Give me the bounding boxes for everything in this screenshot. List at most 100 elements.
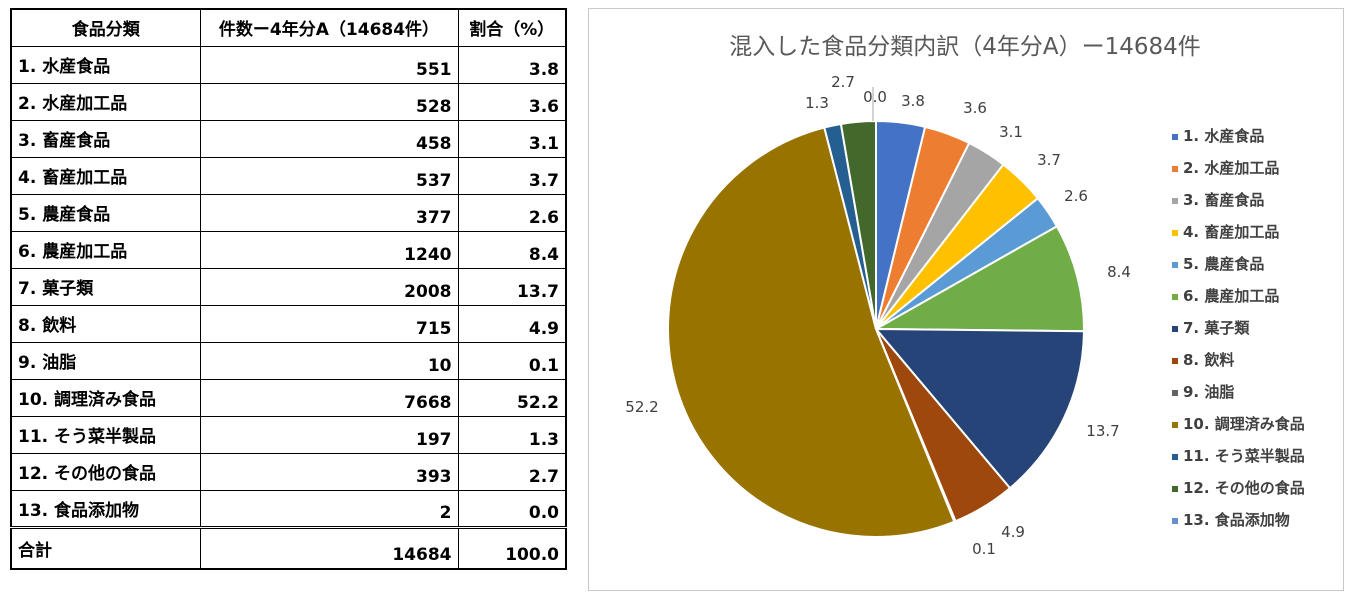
count-cell: 458	[199, 119, 459, 158]
table-row: 12. その他の食品 393 2.7	[10, 452, 567, 491]
chart-legend: 1. 水産食品 2. 水産加工品 3. 畜産食品 4. 畜産加工品 5. 農産食品 6. …	[1172, 127, 1305, 529]
data-label: 3.8	[901, 92, 925, 110]
legend-swatch	[1172, 358, 1178, 364]
percent-cell: 2.6	[457, 193, 567, 232]
table-row: 9. 油脂 10 0.1	[10, 341, 567, 380]
table-row: 13. 食品添加物 2 0.0	[10, 489, 567, 528]
pie-slice	[872, 224, 1085, 333]
total-label: 合計	[10, 525, 201, 570]
table-row: 4. 畜産加工品 537 3.7	[10, 156, 567, 195]
count-cell: 7668	[199, 378, 459, 417]
percent-cell: 3.1	[457, 119, 567, 158]
count-cell: 10	[199, 341, 459, 380]
table-row: 5. 農産食品 377 2.6	[10, 193, 567, 232]
header-category: 食品分類	[10, 8, 201, 47]
category-cell: 12. その他の食品	[10, 452, 201, 491]
pie-chart-panel: 混入した食品分類内訳（4年分A）ー14684件 3.8 3.6 3.1 3.7 2.6 8…	[588, 8, 1344, 591]
percent-cell: 1.3	[457, 415, 567, 454]
legend-swatch	[1172, 454, 1178, 460]
legend-entry: 13. 食品添加物	[1183, 511, 1290, 529]
pie-slice	[873, 327, 1086, 490]
data-label: 3.1	[999, 123, 1023, 141]
data-label: 3.6	[963, 99, 987, 117]
data-label: 8.4	[1107, 263, 1131, 281]
legend-entry: 5. 農産食品	[1183, 255, 1264, 273]
percent-cell: 3.6	[457, 82, 567, 121]
data-label: 52.2	[625, 398, 658, 416]
count-cell: 393	[199, 452, 459, 491]
legend-swatch	[1172, 390, 1178, 396]
table-body: 1. 水産食品 551 3.8 2. 水産加工品 528 3.6 3. 畜産食品 458 3.1…	[10, 45, 567, 528]
table-row: 1. 水産食品 551 3.8	[10, 45, 567, 84]
data-label: 2.7	[831, 73, 855, 91]
legend-swatch	[1172, 198, 1178, 204]
legend-entry: 2. 水産加工品	[1183, 159, 1279, 177]
percent-cell: 3.7	[457, 156, 567, 195]
category-cell: 7. 菓子類	[10, 267, 201, 306]
table-row: 3. 畜産食品 458 3.1	[10, 119, 567, 158]
legend-entry: 11. そう菜半製品	[1183, 447, 1305, 465]
legend-swatch	[1172, 166, 1178, 172]
count-cell: 2008	[199, 267, 459, 306]
percent-cell: 13.7	[457, 267, 567, 306]
table-row: 8. 飲料 715 4.9	[10, 304, 567, 343]
table-row: 10. 調理済み食品 7668 52.2	[10, 378, 567, 417]
category-cell: 4. 畜産加工品	[10, 156, 201, 195]
legend-swatch	[1172, 262, 1178, 268]
legend-swatch	[1172, 326, 1178, 332]
legend-entry: 3. 畜産食品	[1183, 191, 1264, 209]
count-cell: 1240	[199, 230, 459, 269]
legend-swatch	[1172, 518, 1178, 524]
food-category-table: 食品分類 件数ー4年分A（14684件） 割合（%） 1. 水産食品 551 3.8…	[10, 8, 567, 570]
table-header-row: 食品分類 件数ー4年分A（14684件） 割合（%）	[10, 8, 567, 47]
table-row: 6. 農産加工品 1240 8.4	[10, 230, 567, 269]
data-label: 13.7	[1086, 422, 1119, 440]
legend-swatch	[1172, 134, 1178, 140]
percent-cell: 52.2	[457, 378, 567, 417]
percent-cell: 8.4	[457, 230, 567, 269]
total-count: 14684	[199, 525, 459, 570]
legend-entry: 4. 畜産加工品	[1183, 223, 1279, 241]
count-cell: 377	[199, 193, 459, 232]
count-cell: 2	[199, 489, 459, 528]
header-percent: 割合（%）	[457, 8, 567, 47]
count-cell: 197	[199, 415, 459, 454]
count-cell: 715	[199, 304, 459, 343]
legend-entry: 10. 調理済み食品	[1183, 415, 1305, 433]
table-row: 2. 水産加工品 528 3.6	[10, 82, 567, 121]
count-cell: 528	[199, 82, 459, 121]
percent-cell: 3.8	[457, 45, 567, 84]
data-label: 4.9	[1001, 523, 1025, 541]
category-cell: 3. 畜産食品	[10, 119, 201, 158]
data-label: 2.6	[1064, 187, 1088, 205]
percent-cell: 2.7	[457, 452, 567, 491]
percent-cell: 4.9	[457, 304, 567, 343]
legend-entry: 1. 水産食品	[1183, 127, 1264, 145]
percent-cell: 0.1	[457, 341, 567, 380]
legend-entry: 7. 菓子類	[1183, 319, 1250, 337]
legend-swatch	[1172, 486, 1178, 492]
category-cell: 9. 油脂	[10, 341, 201, 380]
category-cell: 8. 飲料	[10, 304, 201, 343]
category-cell: 1. 水産食品	[10, 45, 201, 84]
table-row: 11. そう菜半製品 197 1.3	[10, 415, 567, 454]
category-cell: 10. 調理済み食品	[10, 378, 201, 417]
data-labels: 3.8 3.6 3.1 3.72.6 8.4 13.7 4.9 0.1 52.2 1.32.7 0.…	[625, 73, 1131, 558]
pie-slices	[666, 119, 1086, 538]
category-cell: 2. 水産加工品	[10, 82, 201, 121]
data-label: 3.7	[1037, 151, 1061, 169]
percent-cell: 0.0	[457, 489, 567, 528]
pie-slice	[839, 119, 877, 330]
data-label: 1.3	[805, 94, 829, 112]
legend-entry: 12. その他の食品	[1183, 479, 1305, 497]
category-cell: 13. 食品添加物	[10, 489, 201, 528]
category-cell: 11. そう菜半製品	[10, 415, 201, 454]
category-cell: 5. 農産食品	[10, 193, 201, 232]
pie-slice	[666, 126, 956, 538]
header-count: 件数ー4年分A（14684件）	[199, 8, 459, 47]
category-cell: 6. 農産加工品	[10, 230, 201, 269]
legend-swatch	[1172, 294, 1178, 300]
pie-chart: 混入した食品分類内訳（4年分A）ー14684件 3.8 3.6 3.1 3.72.6 8…	[625, 34, 1305, 558]
legend-entry: 8. 飲料	[1183, 351, 1234, 369]
count-cell: 551	[199, 45, 459, 84]
